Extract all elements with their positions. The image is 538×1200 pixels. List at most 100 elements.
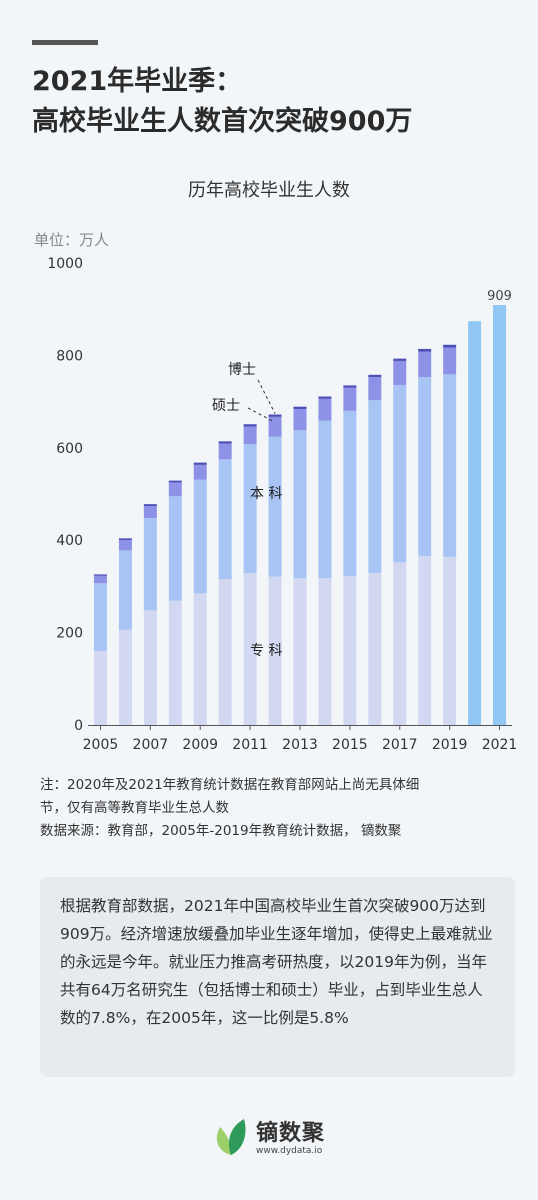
x-tick-label: 2015 <box>332 737 368 753</box>
y-tick-label: 1000 <box>47 256 83 272</box>
doctor-leader-line <box>257 379 276 414</box>
bar-2019-seg1 <box>443 374 457 557</box>
y-tick-label: 400 <box>56 533 83 549</box>
bar-2009-seg0 <box>193 593 207 725</box>
bar-2014-seg3 <box>318 396 332 399</box>
bar-2013-seg1 <box>293 430 307 579</box>
bar-2012-seg0 <box>268 576 282 725</box>
x-tick-label: 2005 <box>83 737 119 753</box>
y-tick-label: 200 <box>56 626 83 642</box>
chart-title: 历年高校毕业生人数 <box>188 180 350 201</box>
bar-2009-seg3 <box>193 462 207 465</box>
bar-2013-seg2 <box>293 408 307 431</box>
bar-2011-seg0 <box>243 573 257 725</box>
bar-2016-seg1 <box>368 400 382 574</box>
bar-2015-seg2 <box>343 387 357 411</box>
bar-chart: 0 200 400 600 800 1000 2005 2007 2009 2011 2013 201… <box>47 256 518 753</box>
bar-2011-seg2 <box>243 426 257 445</box>
bar-2010-seg1 <box>218 459 232 580</box>
bar-2010-seg3 <box>218 441 232 444</box>
brand-logo: 镝数聚 www.dydata.io <box>212 1115 372 1165</box>
title-line-2: 高校毕业生人数首次突破900万 <box>32 106 413 137</box>
x-tick-label: 2019 <box>432 737 468 753</box>
bar-2012-seg2 <box>268 416 282 437</box>
bar-2008-seg1 <box>168 496 182 601</box>
brand-url: www.dydata.io <box>256 1146 323 1156</box>
brand-name: 镝数聚 <box>256 1121 326 1146</box>
bar-2005-seg2 <box>93 575 107 584</box>
bar-2008-seg2 <box>168 482 182 497</box>
note-line-2: 节，仅有高等教育毕业生总人数 <box>40 800 229 816</box>
bar-2010-seg0 <box>218 579 232 725</box>
x-tick-label: 2021 <box>482 737 518 753</box>
bar-2006-seg2 <box>118 540 132 551</box>
bar-2019-seg2 <box>443 347 457 375</box>
bar-2008-seg3 <box>168 480 182 483</box>
bar-2009-seg2 <box>193 464 207 480</box>
bar-2012-seg3 <box>268 414 282 417</box>
bar-2005-seg1 <box>93 583 107 652</box>
bar-2014-seg0 <box>318 578 332 725</box>
label-master: 硕士 <box>212 398 240 414</box>
x-tick-label: 2009 <box>182 737 218 753</box>
label-junior: 专 科 <box>250 643 282 659</box>
master-leader-line <box>247 407 274 422</box>
source-line: 数据来源：教育部，2005年-2019年教育统计数据， 镝数聚 <box>40 823 402 839</box>
bar-2017-seg0 <box>393 562 407 725</box>
bar-2006-seg0 <box>118 629 132 725</box>
bar-2012-seg1 <box>268 436 282 577</box>
bar-2007-seg3 <box>143 504 157 507</box>
note-line-1: 注：2020年及2021年教育统计数据在教育部网站上尚无具体细 <box>40 777 420 793</box>
x-tick-label: 2017 <box>382 737 418 753</box>
bar-2018-seg2 <box>418 351 432 378</box>
bar-2017-seg2 <box>393 360 407 385</box>
bar-2018-seg1 <box>418 377 432 556</box>
bar-2014-seg2 <box>318 398 332 421</box>
bar-2007-seg0 <box>143 610 157 725</box>
bar-2011-seg1 <box>243 444 257 574</box>
bar-2017-seg3 <box>393 358 407 361</box>
label-bachelor: 本 科 <box>250 486 282 502</box>
page-title: 2021年毕业季： 高校毕业生人数首次突破900万 <box>32 62 412 142</box>
bar-2011-seg3 <box>243 424 257 427</box>
bar-2016-seg2 <box>368 377 382 401</box>
y-tick-label: 800 <box>56 348 83 364</box>
summary-box: 根据教育部数据，2021年中国高校毕业生首次突破900万达到909万。经济增速放… <box>40 877 515 1077</box>
bar-2015-seg1 <box>343 410 357 577</box>
bar-2010-seg2 <box>218 443 232 460</box>
bar-2013-seg0 <box>293 578 307 725</box>
bar-2013-seg3 <box>293 406 307 409</box>
x-tick-label: 2007 <box>133 737 169 753</box>
bar-2020-total <box>468 321 482 725</box>
bar-2009-seg1 <box>193 479 207 594</box>
y-tick-label: 600 <box>56 441 83 457</box>
bar-2006-seg3 <box>118 538 132 541</box>
data-label-2021: 909 <box>487 289 512 304</box>
bar-2015-seg0 <box>343 576 357 725</box>
summary-text: 根据教育部数据，2021年中国高校毕业生首次突破900万达到909万。经济增速放… <box>60 897 493 1027</box>
bar-2019-seg0 <box>443 556 457 725</box>
x-tick-label: 2013 <box>282 737 318 753</box>
bar-2014-seg1 <box>318 420 332 579</box>
x-tick-label: 2011 <box>232 737 268 753</box>
bar-2008-seg0 <box>168 600 182 725</box>
bar-2021-total <box>493 305 507 725</box>
y-axis-unit-label: 单位：万人 <box>34 231 110 249</box>
bar-2007-seg1 <box>143 518 157 611</box>
label-doctor: 博士 <box>228 361 256 378</box>
y-tick-label: 0 <box>74 718 83 734</box>
leaf-logo-icon <box>216 1119 246 1155</box>
bar-2018-seg3 <box>418 348 432 352</box>
bar-2016-seg0 <box>368 573 382 725</box>
bar-2018-seg0 <box>418 555 432 725</box>
bar-2017-seg1 <box>393 384 407 563</box>
bar-2015-seg3 <box>343 385 357 388</box>
bar-2005-seg3 <box>93 574 107 576</box>
title-line-1: 2021年毕业季： <box>32 66 243 97</box>
top-rule <box>32 40 98 45</box>
bar-2005-seg0 <box>93 651 107 725</box>
bar-2006-seg1 <box>118 550 132 630</box>
bar-2016-seg3 <box>368 374 382 378</box>
chart-notes: 注：2020年及2021年教育统计数据在教育部网站上尚无具体细 节，仅有高等教育… <box>40 774 510 843</box>
bar-2007-seg2 <box>143 506 157 519</box>
